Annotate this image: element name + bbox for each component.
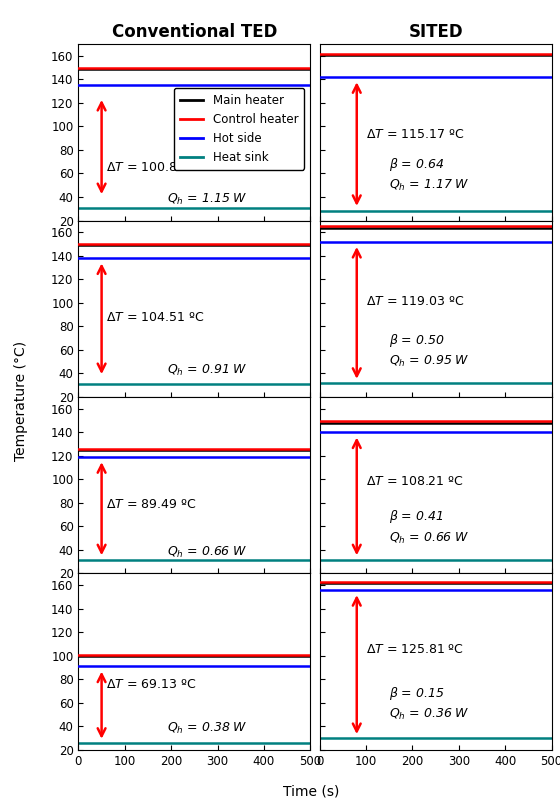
Text: $Q_h$ = 1.17 W: $Q_h$ = 1.17 W [389,178,470,193]
Title: Conventional TED: Conventional TED [111,23,277,41]
Text: $\beta$ = 0.15: $\beta$ = 0.15 [389,685,445,702]
Text: $Q_h$ = 0.66 W: $Q_h$ = 0.66 W [166,545,247,560]
Text: $\Delta T$ = 119.03 ºC: $\Delta T$ = 119.03 ºC [366,295,464,308]
Text: $\Delta T$ = 115.17 ºC: $\Delta T$ = 115.17 ºC [366,128,464,140]
Text: $\beta$ = 0.41: $\beta$ = 0.41 [389,508,444,525]
Text: $Q_h$ = 1.15 W: $Q_h$ = 1.15 W [166,192,248,207]
Text: $Q_h$ = 0.91 W: $Q_h$ = 0.91 W [166,363,248,379]
Text: $\Delta T$ = 69.13 ºC: $\Delta T$ = 69.13 ºC [106,678,197,691]
Text: $Q_h$ = 0.38 W: $Q_h$ = 0.38 W [166,721,248,736]
Text: $\beta$ = 0.50: $\beta$ = 0.50 [389,332,445,349]
Title: SITED: SITED [408,23,463,41]
Legend: Main heater, Control heater, Hot side, Heat sink: Main heater, Control heater, Hot side, H… [174,88,305,169]
Text: $\Delta T$ = 104.51 ºC: $\Delta T$ = 104.51 ºC [106,311,204,324]
Text: $\Delta T$ = 100.86 ºC: $\Delta T$ = 100.86 ºC [106,161,204,174]
Text: $\Delta T$ = 89.49 ºC: $\Delta T$ = 89.49 ºC [106,498,197,511]
Text: Time (s): Time (s) [283,784,339,799]
Text: $\Delta T$ = 108.21 ºC: $\Delta T$ = 108.21 ºC [366,476,464,488]
Text: $Q_h$ = 0.36 W: $Q_h$ = 0.36 W [389,707,470,723]
Text: $\beta$ = 0.64: $\beta$ = 0.64 [389,156,445,172]
Text: Temperature (°C): Temperature (°C) [14,341,28,461]
Text: $Q_h$ = 0.66 W: $Q_h$ = 0.66 W [389,531,469,546]
Text: $Q_h$ = 0.95 W: $Q_h$ = 0.95 W [389,354,470,370]
Text: $\Delta T$ = 125.81 ºC: $\Delta T$ = 125.81 ºC [366,643,464,656]
